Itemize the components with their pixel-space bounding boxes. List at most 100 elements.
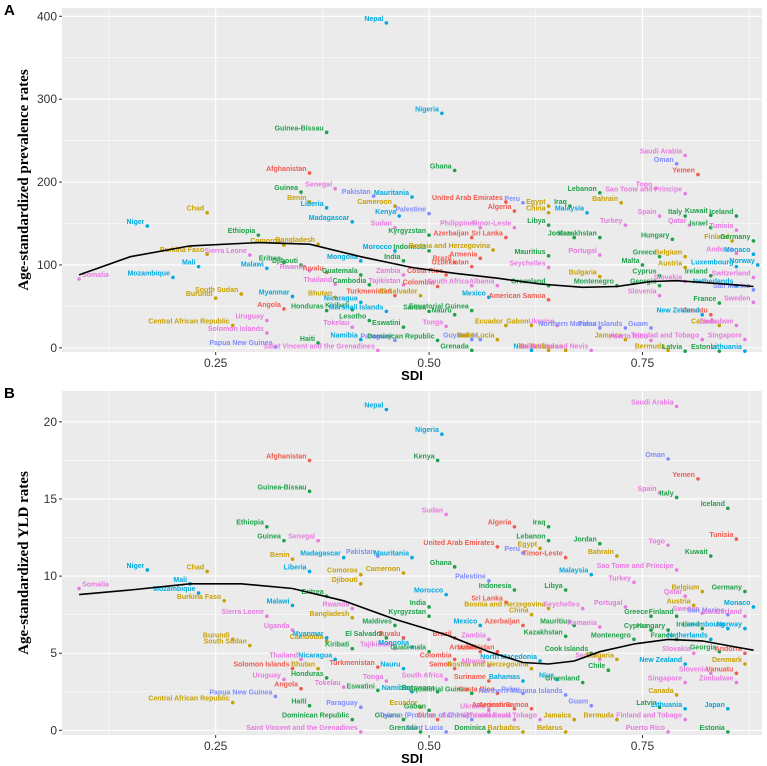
point-label: Bermuda (635, 343, 665, 350)
data-point (350, 646, 355, 651)
point-label: Senegal (288, 534, 315, 541)
data-point (708, 213, 713, 218)
data-point (529, 706, 534, 711)
data-point (538, 659, 542, 663)
point-label: Belize (457, 333, 477, 340)
point-label: Morocco (414, 588, 443, 595)
point-label: Cook Islands (545, 646, 589, 653)
data-point (598, 541, 602, 546)
data-point (393, 204, 397, 208)
point-label: India (410, 600, 426, 607)
point-label: United Arab Emirates (432, 195, 503, 202)
point-label: Papua New Guinea (209, 689, 272, 696)
point-label: Saint Vincent and the Grenadines (246, 725, 358, 732)
point-label: Jordan (548, 231, 571, 238)
data-point (751, 239, 756, 243)
data-point (316, 242, 320, 247)
point-label: Armenia (449, 645, 477, 652)
data-point (145, 224, 150, 228)
data-point (683, 680, 687, 685)
point-label: Malaysia (555, 206, 584, 213)
data-point (521, 623, 525, 628)
point-label: Costa Rica (458, 686, 494, 693)
data-point (358, 273, 363, 277)
point-label: Palau (578, 321, 597, 328)
point-label: Rwanda (280, 264, 307, 271)
point-label: Northern Mariana Islands (538, 321, 622, 328)
point-label: Tonga (363, 674, 384, 681)
data-point (478, 337, 483, 342)
point-label: Tajikistan (360, 642, 392, 649)
point-label: Trinidad and Tobago (469, 713, 537, 720)
point-label: Norway (717, 622, 742, 629)
data-point (726, 612, 730, 617)
point-label: Cuba (417, 713, 435, 720)
data-point (546, 538, 551, 543)
data-point (623, 605, 628, 609)
point-label: Slovenia (628, 289, 657, 296)
data-point (572, 235, 576, 240)
point-label: Pakistan (342, 189, 371, 196)
data-point (632, 637, 636, 642)
point-label: Thailand (303, 277, 332, 284)
data-point (418, 730, 423, 734)
point-label: Comoros (327, 568, 358, 575)
point-label: Bosnia and Herzegovina (409, 243, 490, 250)
data-point (563, 693, 568, 697)
plot-background (62, 8, 762, 352)
data-point (333, 282, 337, 286)
point-label: Germany (720, 234, 750, 241)
point-label: Jordan (573, 537, 596, 544)
point-label: Indonesia (479, 583, 512, 590)
point-label: El Salvador (345, 631, 383, 638)
point-label: Myanmar (293, 631, 324, 638)
point-label: Kuwait (685, 208, 709, 215)
data-point (299, 686, 303, 691)
point-label: Finland (704, 234, 729, 241)
data-point (324, 636, 329, 640)
data-point (546, 606, 551, 611)
data-point (674, 614, 679, 619)
point-label: Yemen (672, 472, 695, 479)
point-label: Armenia (449, 251, 477, 258)
point-label: Finland and Tobago (616, 713, 682, 720)
point-label: Botswana (402, 685, 435, 692)
point-label: Namibia (382, 685, 409, 692)
data-point (371, 194, 376, 198)
data-point (653, 186, 658, 191)
data-point (444, 592, 448, 597)
data-point (568, 204, 572, 208)
point-label: Seychelles (544, 602, 580, 609)
point-label: Benin (287, 195, 306, 202)
point-label: Algeria (488, 520, 512, 527)
point-label: Malta (622, 258, 640, 265)
data-point (350, 220, 355, 224)
data-point (410, 645, 414, 649)
point-label: South Africa (402, 672, 443, 679)
data-point (649, 326, 653, 330)
data-point (674, 495, 679, 500)
point-label: Guinea-Bissau (258, 484, 307, 491)
data-point (230, 637, 235, 642)
point-label: Slovakia (654, 275, 683, 282)
data-point (546, 204, 551, 208)
point-label: San Marino (713, 283, 751, 290)
data-point (521, 679, 525, 683)
point-label: Taiwan (Province of China) (379, 713, 468, 720)
point-label: Monaco (724, 600, 750, 607)
point-label: Mauritius (540, 618, 571, 625)
point-label: Azerbaijan (433, 231, 468, 238)
data-point (205, 252, 209, 256)
point-label: Albania (461, 659, 486, 666)
point-label: Iceland (709, 209, 733, 216)
point-label: Iraq (554, 199, 567, 206)
data-point (734, 228, 739, 232)
data-point (691, 603, 696, 608)
data-point (401, 283, 406, 287)
data-point (469, 308, 474, 313)
data-point (77, 586, 81, 591)
data-point (546, 524, 551, 529)
point-label: Tajikistan (369, 278, 401, 285)
point-label: Estonia (691, 344, 716, 351)
x-tick-label: 0.25 (204, 356, 228, 370)
